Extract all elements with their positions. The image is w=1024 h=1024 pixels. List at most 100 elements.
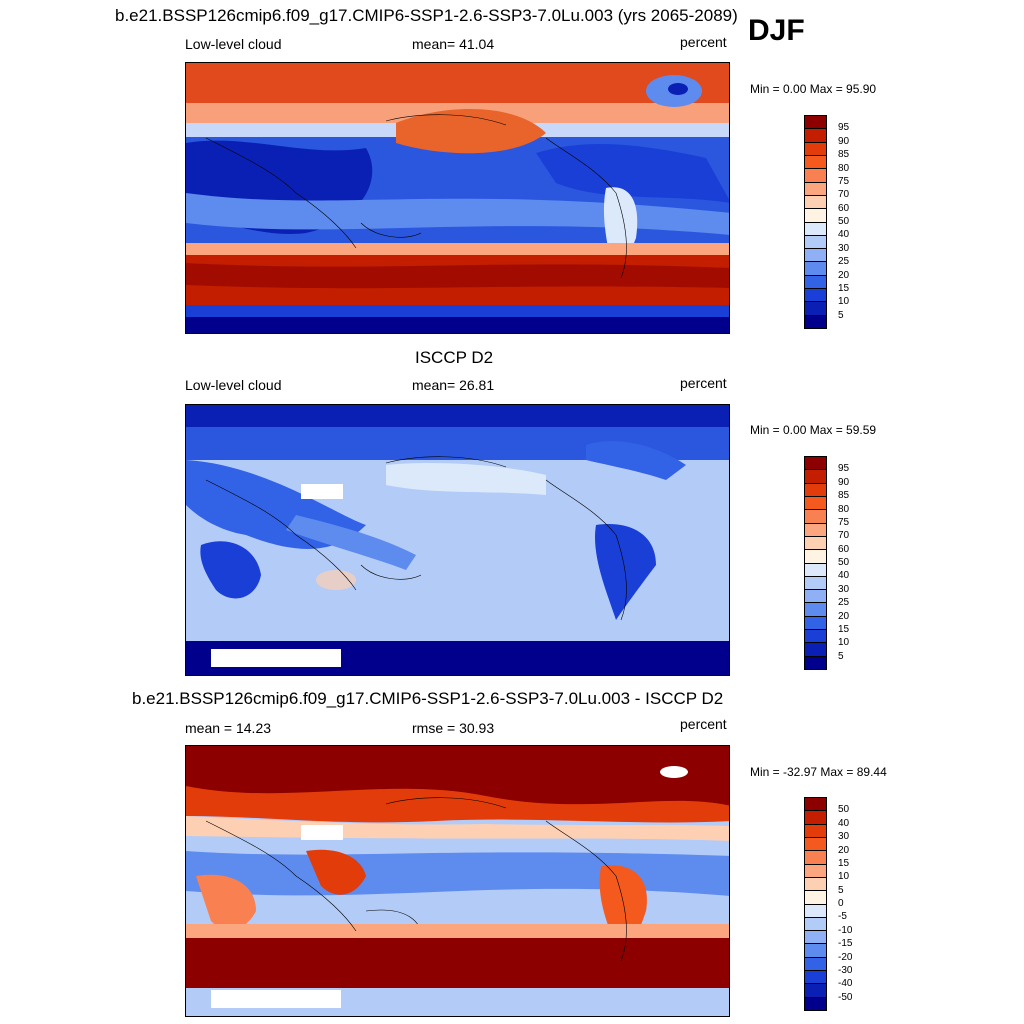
colorbar-swatch <box>805 168 826 182</box>
colorbar-swatch <box>805 983 826 997</box>
colorbar-tick-label: 5 <box>838 650 844 662</box>
colorbar-swatch <box>805 248 826 262</box>
colorbar-2 <box>804 456 827 670</box>
colorbar-tick-label: -5 <box>838 911 847 923</box>
colorbar-swatch <box>805 181 826 195</box>
season-label: DJF <box>748 14 805 47</box>
colorbar-swatch <box>805 221 826 235</box>
colorbar-tick-label: 95 <box>838 463 850 475</box>
colorbar-swatch <box>805 154 826 169</box>
colorbar-tick-label: 15 <box>838 282 850 294</box>
colorbar-tick-label: 15 <box>838 857 850 869</box>
colorbar-swatch <box>805 602 826 616</box>
colorbar-tick-label: 5 <box>838 884 844 896</box>
panel-1-title: b.e21.BSSP126cmip6.f09_g17.CMIP6-SSP1-2.… <box>115 6 738 25</box>
colorbar-tick-label: 90 <box>838 476 850 488</box>
colorbar-swatch <box>805 903 826 917</box>
colorbar-tick-label: 40 <box>838 570 850 582</box>
colorbar-tick-label: 15 <box>838 623 850 635</box>
colorbar-swatch <box>805 288 826 302</box>
panel-1-units: percent <box>680 34 727 50</box>
colorbar-swatch <box>805 457 826 470</box>
panel-3-minmax: Min = -32.97 Max = 89.44 <box>750 765 887 779</box>
colorbar-tick-label: 60 <box>838 202 850 214</box>
obs-cloud-map <box>185 404 730 676</box>
colorbar-swatch <box>805 575 826 590</box>
colorbar-tick-label: 50 <box>838 804 850 816</box>
colorbar-tick-label: 70 <box>838 189 850 201</box>
colorbar-tick-label: 95 <box>838 122 850 134</box>
colorbar-swatch <box>805 943 826 957</box>
panel-2-mean-label: mean= 26.81 <box>412 377 495 393</box>
colorbar-tick-label: 40 <box>838 229 850 241</box>
panel-3-title: b.e21.BSSP126cmip6.f09_g17.CMIP6-SSP1-2.… <box>132 689 724 708</box>
colorbar-swatch <box>805 116 826 129</box>
colorbar-tick-label: 30 <box>838 583 850 595</box>
colorbar-swatch <box>805 642 826 656</box>
colorbar-tick-label: 50 <box>838 216 850 227</box>
colorbar-swatch <box>805 876 826 891</box>
colorbar-tick-label: 75 <box>838 175 850 187</box>
colorbar-tick-label: 90 <box>838 135 850 147</box>
colorbar-swatch <box>805 535 826 550</box>
colorbar-swatch <box>805 301 826 315</box>
colorbar-swatch <box>805 562 826 576</box>
colorbar-swatch <box>805 589 826 603</box>
panel-1-mean-label: mean= 41.04 <box>412 36 495 52</box>
colorbar-swatch <box>805 810 826 824</box>
panel-1-minmax: Min = 0.00 Max = 95.90 <box>750 82 877 96</box>
colorbar-1 <box>804 115 827 329</box>
colorbar-tick-label: 80 <box>838 162 850 174</box>
colorbar-tick-label: -20 <box>838 951 853 963</box>
colorbar-tick-label: 50 <box>838 557 850 568</box>
colorbar-tick-label: -40 <box>838 978 853 990</box>
colorbar-swatch <box>805 274 826 289</box>
colorbar-tick-label: 20 <box>838 610 850 622</box>
colorbar-tick-label: 10 <box>838 637 850 649</box>
colorbar-tick-label: 0 <box>838 898 844 909</box>
colorbar-swatch <box>805 194 826 209</box>
panel-2-left-label: Low-level cloud <box>185 377 282 393</box>
colorbar-tick-label: 70 <box>838 530 850 542</box>
colorbar-tick-label: 25 <box>838 256 850 268</box>
colorbar-tick-label: 20 <box>838 844 850 856</box>
colorbar-swatch <box>805 141 826 155</box>
colorbar-swatch <box>805 798 826 811</box>
colorbar-tick-label: 80 <box>838 503 850 515</box>
colorbar-swatch <box>805 956 826 971</box>
panel-2-minmax: Min = 0.00 Max = 59.59 <box>750 423 877 437</box>
colorbar-swatch <box>805 930 826 944</box>
panel-3-mean-label: mean = 14.23 <box>185 720 272 736</box>
colorbar-swatch <box>805 208 826 222</box>
colorbar-tick-label: 30 <box>838 831 850 843</box>
colorbar-swatch <box>805 655 826 669</box>
colorbar-swatch <box>805 509 826 523</box>
model-cloud-map <box>185 62 730 334</box>
panel-3-units: percent <box>680 716 727 732</box>
panel-2-title: ISCCP D2 <box>415 348 494 367</box>
colorbar-swatch <box>805 495 826 510</box>
colorbar-swatch <box>805 234 826 249</box>
panel-1-left-label: Low-level cloud <box>185 36 282 52</box>
colorbar-tick-label: 40 <box>838 817 850 829</box>
colorbar-tick-label: 85 <box>838 490 850 502</box>
colorbar-tick-label: 20 <box>838 269 850 281</box>
colorbar-tick-label: -15 <box>838 938 853 950</box>
colorbar-swatch <box>805 916 826 931</box>
colorbar-swatch <box>805 996 826 1010</box>
colorbar-tick-label: 10 <box>838 296 850 308</box>
panel-2-units: percent <box>680 375 727 391</box>
colorbar-swatch <box>805 850 826 864</box>
colorbar-swatch <box>805 522 826 536</box>
colorbar-tick-label: 60 <box>838 543 850 555</box>
colorbar-tick-label: 30 <box>838 242 850 254</box>
colorbar-tick-label: 25 <box>838 597 850 609</box>
colorbar-tick-label: 10 <box>838 871 850 883</box>
colorbar-swatch <box>805 615 826 630</box>
colorbar-tick-label: -30 <box>838 964 853 976</box>
colorbar-swatch <box>805 863 826 877</box>
colorbar-swatch <box>805 629 826 643</box>
diff-cloud-map <box>185 745 730 1017</box>
colorbar-swatch <box>805 836 826 851</box>
colorbar-3 <box>804 797 827 1011</box>
